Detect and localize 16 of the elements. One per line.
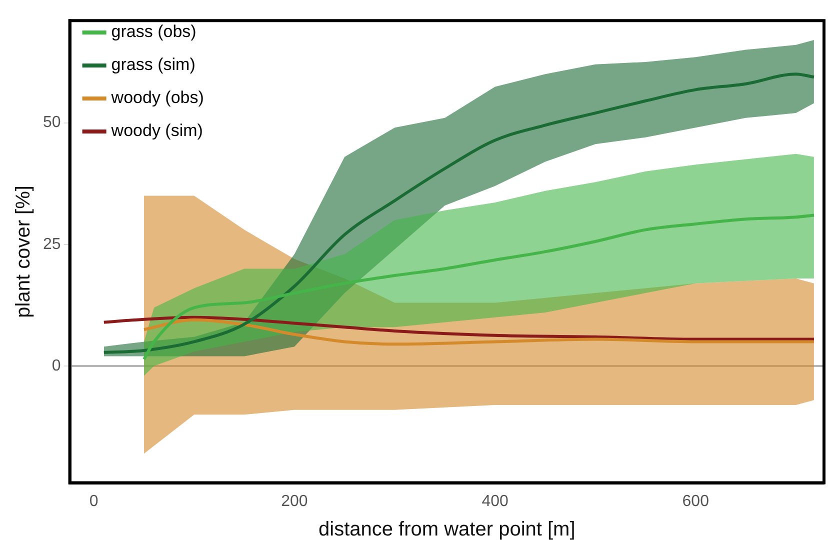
x-tick-label: 0 xyxy=(89,492,98,510)
x-axis-title: distance from water point [m] xyxy=(318,518,576,541)
x-tick-label: 400 xyxy=(482,492,508,510)
y-tick-label: 50 xyxy=(43,114,61,132)
y-axis-title: plant cover [%] xyxy=(12,186,35,318)
legend-label: woody (obs) xyxy=(110,88,204,108)
y-tick-label: 25 xyxy=(43,236,61,253)
x-tick-label: 200 xyxy=(281,492,308,510)
line-series xyxy=(142,318,816,346)
line-series xyxy=(102,316,816,341)
legend-label: grass (sim) xyxy=(111,55,196,74)
line-series xyxy=(142,214,816,361)
y-tick-label: 0 xyxy=(52,357,61,374)
x-tick-label: 600 xyxy=(682,492,710,510)
legend-label: woody (sim) xyxy=(110,121,203,140)
legend-label: grass (obs) xyxy=(111,22,196,42)
